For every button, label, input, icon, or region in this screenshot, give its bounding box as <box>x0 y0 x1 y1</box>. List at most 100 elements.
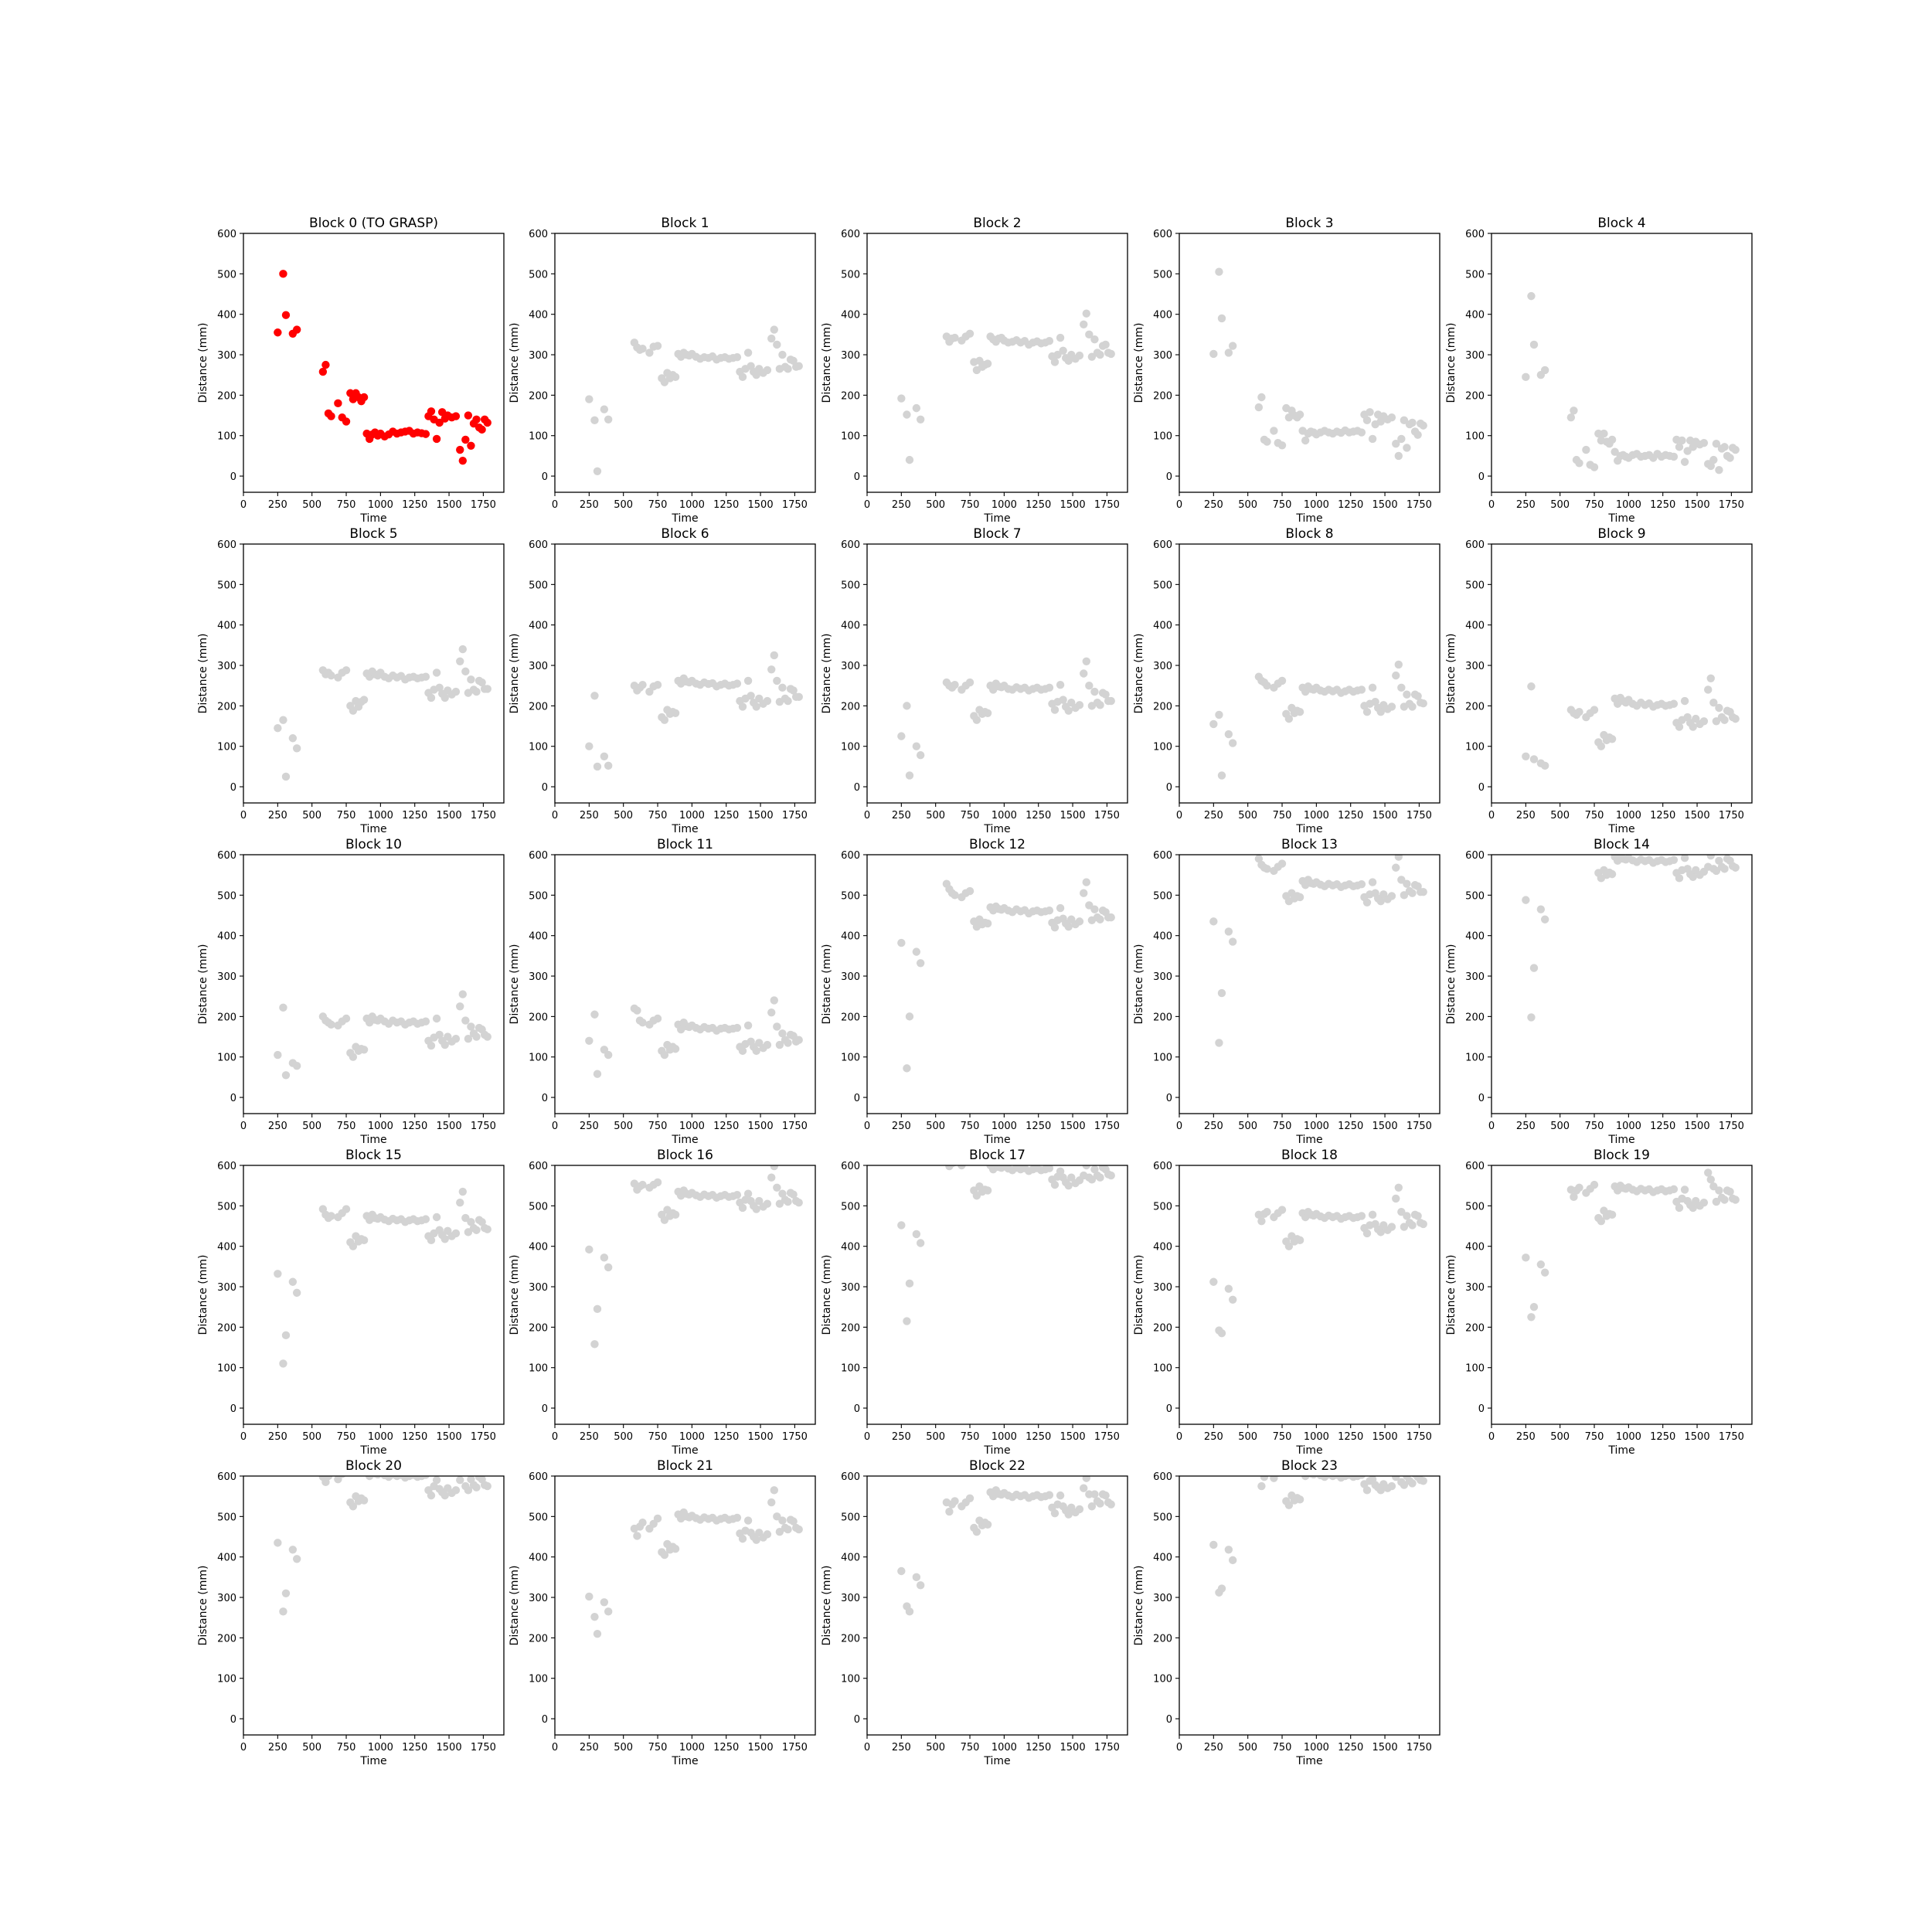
data-point <box>770 325 778 334</box>
y-tick-label: 600 <box>529 1161 548 1172</box>
data-point <box>1394 1183 1403 1192</box>
x-tick-label: 1250 <box>1650 499 1675 511</box>
x-tick-label: 500 <box>614 1431 633 1443</box>
x-tick-label: 1750 <box>782 499 808 511</box>
axes-frame <box>1179 1475 1440 1736</box>
data-point <box>738 1203 747 1213</box>
data-point <box>1397 876 1406 884</box>
data-point <box>1726 1187 1734 1196</box>
data-point <box>671 372 680 382</box>
y-tick-label: 600 <box>1465 850 1485 862</box>
data-point <box>1045 1165 1054 1172</box>
subplot-title: Block 12 <box>969 837 1026 852</box>
subplot-title: Block 3 <box>1285 216 1333 231</box>
y-tick-label: 100 <box>529 1363 548 1375</box>
data-point <box>1680 855 1689 862</box>
data-point <box>600 752 609 760</box>
data-point <box>1080 669 1088 678</box>
data-point <box>1683 447 1692 455</box>
x-tick-label: 750 <box>1585 810 1604 821</box>
data-point <box>972 1528 981 1536</box>
y-tick-label: 300 <box>841 1593 860 1604</box>
data-point <box>905 1607 914 1616</box>
x-tick-label: 1500 <box>1685 1431 1710 1443</box>
y-tick-label: 500 <box>529 1512 548 1523</box>
x-tick-label: 1250 <box>1650 1431 1675 1443</box>
x-axis-label: Time <box>1295 1755 1322 1767</box>
data-point <box>660 1216 669 1224</box>
data-point <box>1082 878 1090 886</box>
data-point <box>274 328 282 337</box>
data-point <box>349 1242 358 1250</box>
subplot-block-8: 0 250 500 750 1000 1250 1500 1750 0 100 200 300 400 5… <box>1133 526 1440 835</box>
y-tick-label: 200 <box>217 701 236 713</box>
x-tick-label: 750 <box>337 1431 356 1443</box>
data-point <box>281 311 291 319</box>
data-point <box>1529 340 1539 349</box>
axes-frame <box>243 1475 505 1736</box>
x-tick-label: 250 <box>1204 1121 1223 1132</box>
y-tick-label: 500 <box>217 580 236 591</box>
x-tick-label: 0 <box>240 499 247 511</box>
data-point <box>1295 708 1304 716</box>
y-tick-label: 0 <box>854 1403 860 1415</box>
subplot-block-23: 0 250 500 750 1000 1250 1500 1750 0 100 200 300 400 5… <box>1133 1458 1440 1767</box>
y-tick-label: 500 <box>529 580 548 591</box>
data-point <box>1096 1173 1104 1182</box>
data-point <box>458 990 467 998</box>
data-point <box>1675 874 1684 883</box>
axes-frame <box>866 543 1128 804</box>
data-point <box>1419 421 1427 430</box>
axes-frame <box>554 1165 816 1425</box>
x-tick-label: 250 <box>268 499 287 511</box>
data-point <box>1075 701 1084 709</box>
axes-frame <box>243 543 505 804</box>
data-point <box>784 696 792 706</box>
y-tick-label: 400 <box>529 621 548 632</box>
data-point <box>1675 723 1684 731</box>
y-tick-label: 500 <box>1153 580 1172 591</box>
data-point <box>905 455 914 464</box>
data-point <box>1392 1194 1400 1203</box>
data-point <box>1527 1013 1536 1022</box>
data-point <box>1403 444 1411 452</box>
data-point <box>604 761 613 770</box>
data-point <box>604 1607 613 1616</box>
data-point <box>421 672 430 681</box>
subplot-title: Block 7 <box>973 526 1021 542</box>
y-tick-label: 0 <box>854 1093 860 1104</box>
data-point <box>1082 309 1090 318</box>
data-point <box>897 1566 906 1576</box>
data-point <box>1045 1491 1054 1499</box>
subplot-block-16: 0 250 500 750 1000 1250 1500 1750 0 100 200 300 400 5… <box>509 1148 816 1457</box>
x-tick-label: 1750 <box>471 810 496 821</box>
points-block-9 <box>1522 674 1740 770</box>
data-point <box>1064 706 1073 715</box>
y-tick-label: 200 <box>1153 1322 1172 1334</box>
data-point <box>1224 927 1233 936</box>
data-point <box>1067 1173 1076 1182</box>
x-tick-label: 750 <box>961 1121 980 1132</box>
data-point <box>752 1536 760 1544</box>
y-tick-label: 300 <box>529 1593 548 1604</box>
y-tick-label: 600 <box>1465 1161 1485 1172</box>
data-point <box>752 371 760 379</box>
x-tick-label: 500 <box>302 1742 321 1753</box>
x-tick-label: 1500 <box>1372 1742 1398 1753</box>
data-point <box>324 1476 333 1481</box>
x-tick-label: 500 <box>302 1121 321 1132</box>
x-tick-label: 1250 <box>1338 499 1363 511</box>
y-tick-label: 100 <box>529 431 548 443</box>
data-point <box>1050 358 1060 366</box>
x-axis-label: Time <box>359 1134 386 1146</box>
data-point <box>1600 429 1608 438</box>
subplot-block-1: 0 250 500 750 1000 1250 1500 1750 0 100 200 300 400 5… <box>509 216 816 525</box>
y-axis-label: Distance (mm) <box>509 944 521 1025</box>
x-tick-label: 0 <box>1176 1431 1182 1443</box>
x-tick-label: 750 <box>337 1742 356 1753</box>
data-point <box>1419 1477 1427 1485</box>
x-tick-label: 250 <box>268 1742 287 1753</box>
data-point <box>478 678 486 687</box>
y-tick-label: 600 <box>1465 539 1485 551</box>
y-tick-label: 100 <box>529 1053 548 1064</box>
